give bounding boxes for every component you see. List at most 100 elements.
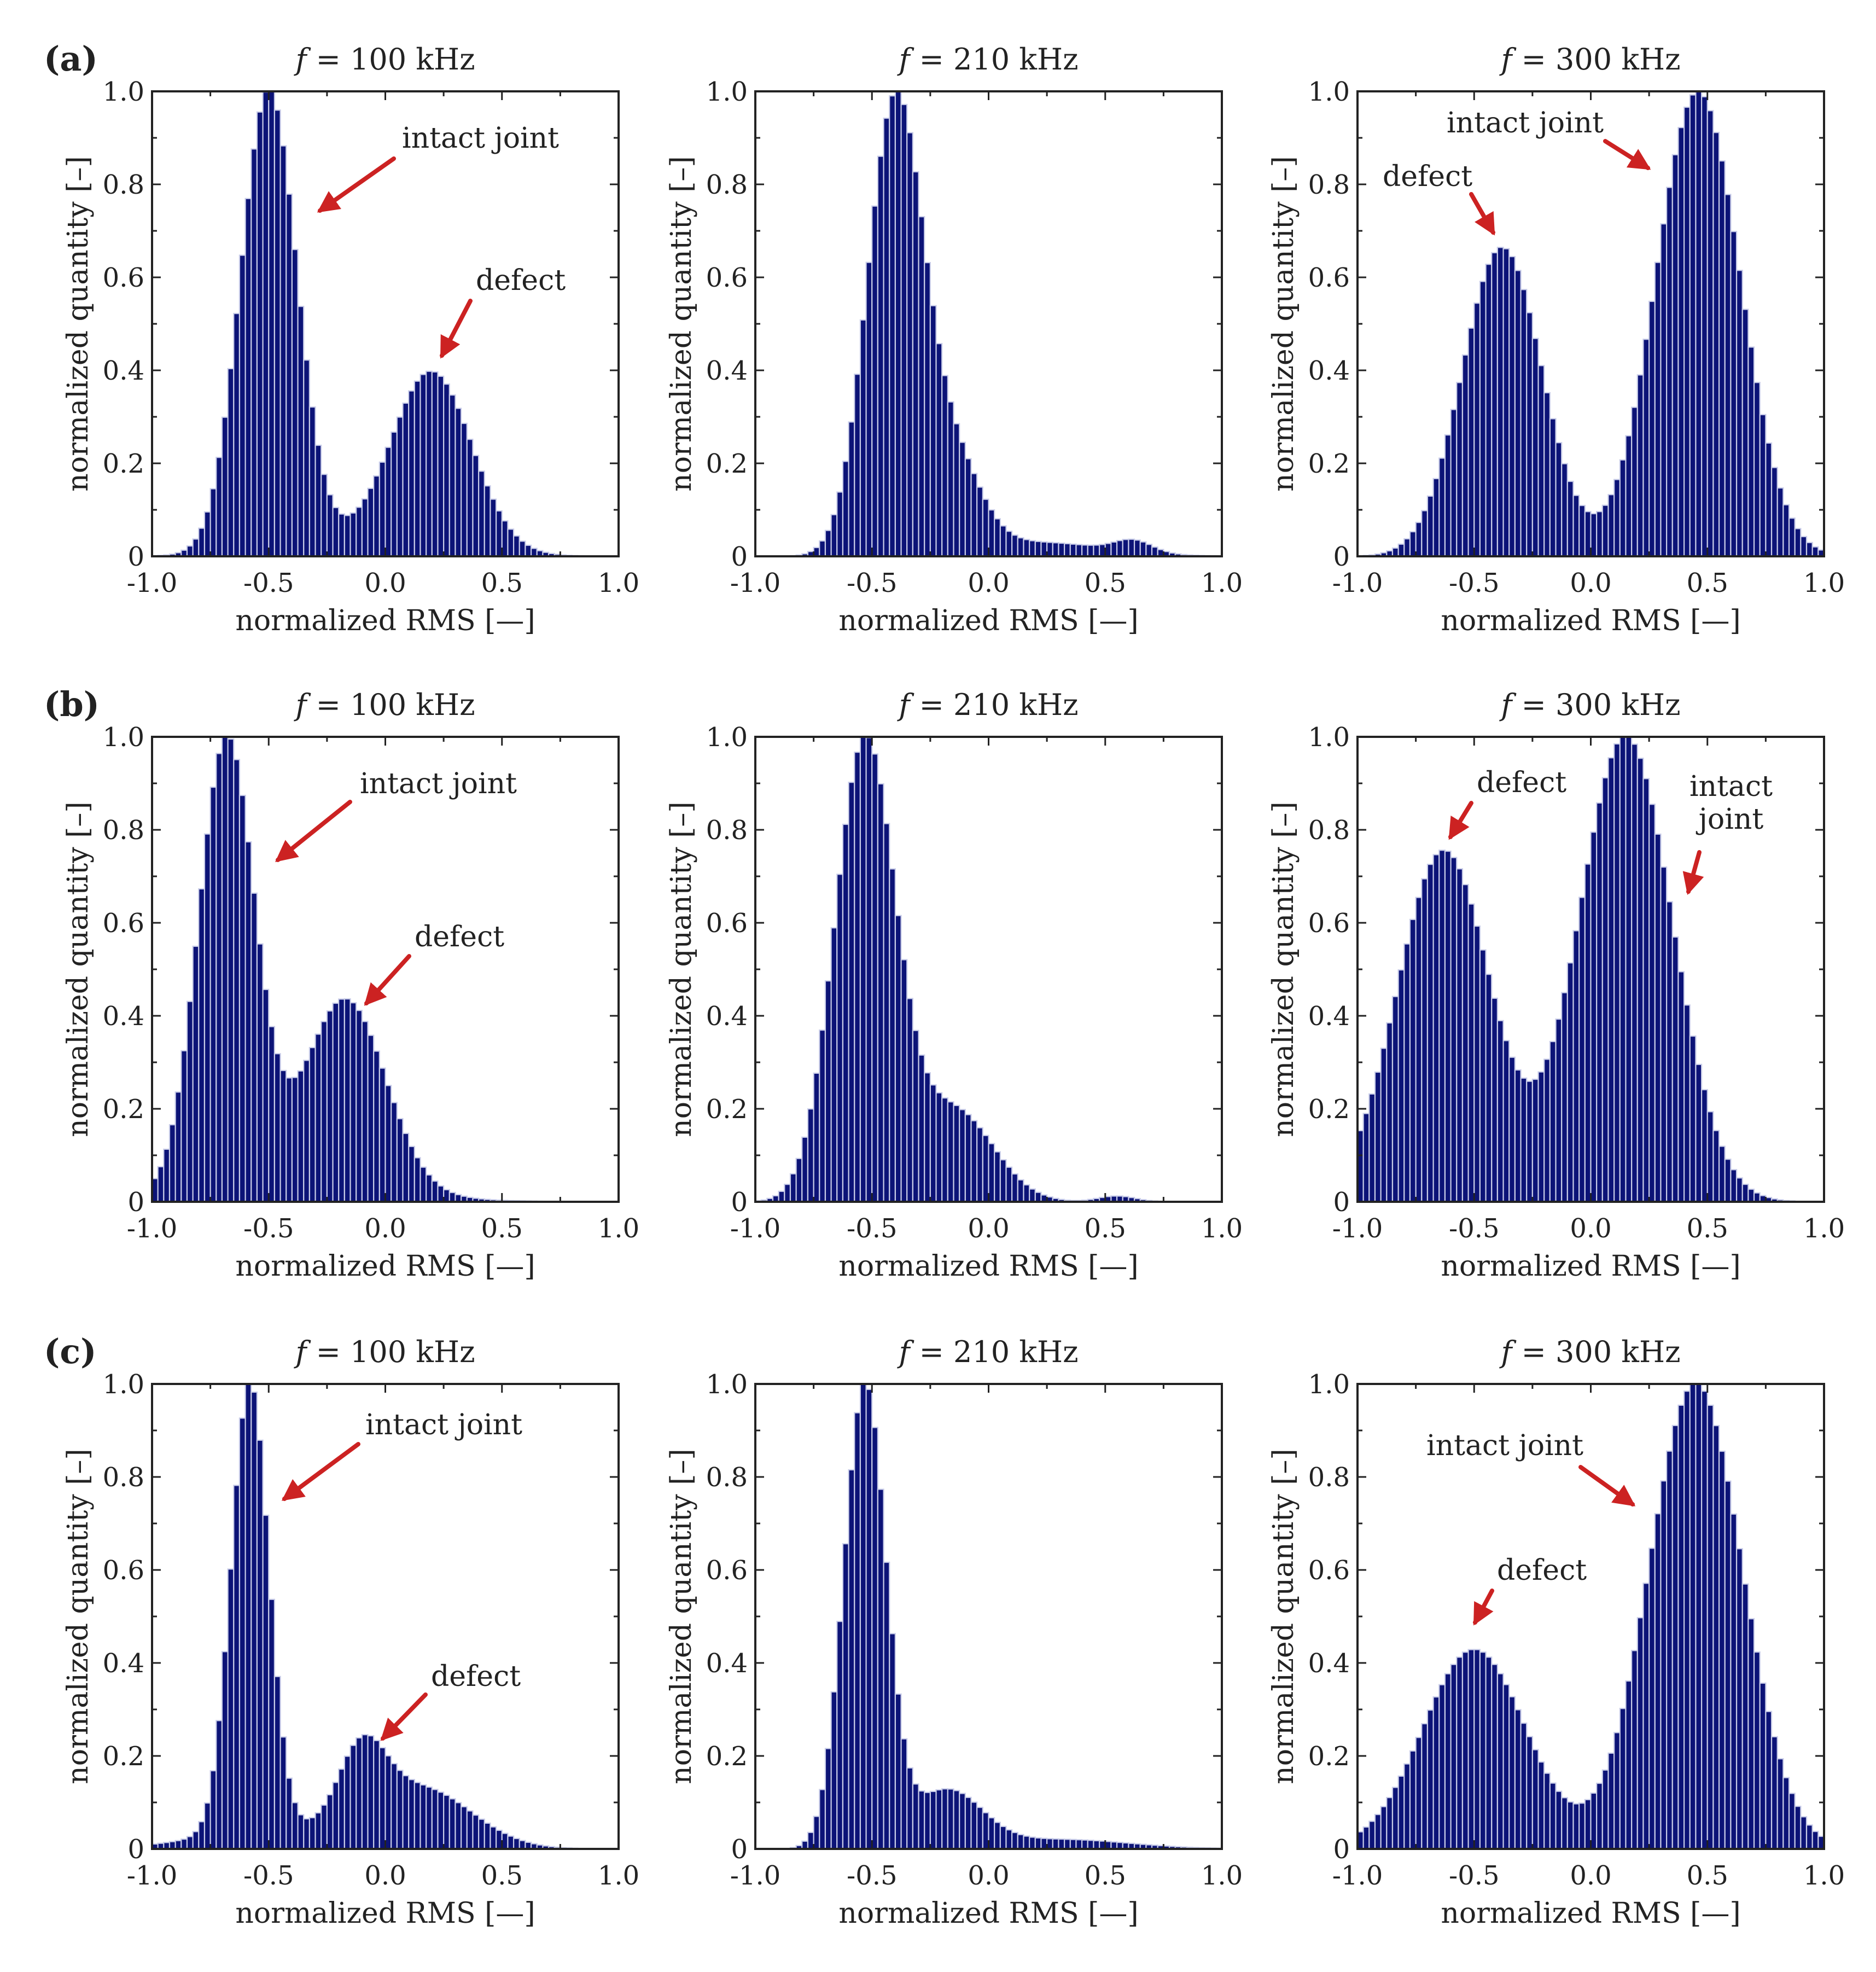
- chart-c-2: -1.0 -0.5 0.0 0.5 1.0 0 0.2 0.4 0.6 0.8 1.0 normali…: [665, 1335, 1243, 1930]
- histogram-bar: [221, 736, 229, 1203]
- histogram-bar: [466, 1810, 474, 1850]
- histogram-bar: [859, 736, 867, 1203]
- histogram-bar: [842, 823, 849, 1203]
- histogram-bar: [461, 1806, 468, 1850]
- y-tick-label: 1.0: [103, 1369, 144, 1400]
- histogram-bar: [356, 1010, 363, 1203]
- histogram-bar: [830, 927, 838, 1203]
- histogram-bar: [1700, 1089, 1708, 1203]
- histogram-bar: [1380, 1048, 1388, 1203]
- histogram-bar: [1671, 936, 1679, 1203]
- histogram-bar: [1034, 1837, 1042, 1850]
- annotation-arrow: [440, 299, 473, 359]
- histogram-bar: [233, 1485, 241, 1850]
- histogram-bar: [941, 375, 948, 557]
- histogram-bar: [343, 1755, 351, 1850]
- annotation-arrow: [281, 1442, 360, 1501]
- histogram-bar: [1374, 1071, 1382, 1203]
- histogram-bar: [1444, 1673, 1452, 1850]
- histogram-bar: [1520, 289, 1528, 557]
- histogram-bar: [268, 1026, 276, 1203]
- histogram-bar: [1421, 1723, 1429, 1850]
- histogram-bar: [1735, 270, 1743, 557]
- x-tick-label: -0.5: [1449, 1213, 1500, 1244]
- histogram-bar: [1508, 1696, 1516, 1850]
- histogram-bar: [437, 375, 445, 557]
- histogram-bar: [1601, 1769, 1609, 1850]
- histogram-bar: [824, 530, 832, 557]
- y-tick-label: 0.8: [706, 1462, 748, 1493]
- histogram-bar: [279, 1069, 287, 1203]
- panel-title: f = 210 kHz: [896, 42, 1078, 77]
- histogram-bar: [1730, 1513, 1738, 1850]
- histogram-bar: [291, 1802, 299, 1850]
- histogram-bar: [250, 1391, 258, 1850]
- histogram-bar: [1765, 1711, 1773, 1850]
- histogram-bar: [221, 416, 229, 557]
- histogram-bar: [918, 216, 925, 557]
- histogram-bar: [279, 1736, 287, 1850]
- x-tick-label: 0.0: [364, 568, 406, 598]
- histogram-bar: [1718, 1450, 1726, 1850]
- histogram-bar: [1438, 1684, 1446, 1850]
- histogram-bar: [1613, 743, 1621, 1203]
- histogram-bar: [1572, 495, 1580, 557]
- histogram-bar: [1566, 480, 1574, 557]
- histogram-bar: [256, 1439, 264, 1850]
- histogram-bar: [1607, 1752, 1615, 1850]
- histogram-bar: [203, 833, 211, 1203]
- histogram-bar: [1543, 1058, 1551, 1203]
- histogram-bar: [1712, 1130, 1720, 1203]
- histogram-bar: [356, 1737, 363, 1850]
- histogram-bar: [1590, 1792, 1598, 1850]
- histogram-bar: [286, 1077, 293, 1203]
- histogram-bar: [1052, 1838, 1059, 1850]
- histogram-bar: [501, 1833, 509, 1850]
- histogram-bar: [1549, 1040, 1557, 1203]
- histogram-bar: [338, 998, 345, 1203]
- histogram-bar: [192, 1831, 200, 1850]
- histogram-bar: [1104, 543, 1112, 557]
- x-axis-label: normalized RMS [—]: [1441, 604, 1740, 637]
- x-tick-label: 0.5: [481, 1860, 523, 1891]
- x-tick-label: -1.0: [1332, 1213, 1383, 1244]
- histogram-bar: [1479, 949, 1487, 1203]
- histogram-bar: [1450, 409, 1458, 557]
- histogram-bar: [209, 488, 217, 557]
- x-tick-label: -1.0: [1332, 568, 1383, 598]
- histogram-bar: [883, 823, 890, 1203]
- histogram-bar: [1075, 544, 1083, 557]
- histogram-bar: [501, 520, 509, 557]
- histogram-bar: [1619, 1708, 1627, 1850]
- histogram-bar: [859, 1383, 867, 1850]
- y-tick-label: 0.8: [103, 170, 144, 200]
- histogram-bar: [784, 1184, 791, 1203]
- annotations-a-3: intact joint defect: [1383, 107, 1651, 236]
- histogram-bar: [391, 431, 398, 557]
- histogram-bar: [1648, 804, 1656, 1203]
- histogram-bar: [877, 783, 884, 1203]
- histogram-bar: [303, 359, 310, 557]
- histogram-bar: [894, 1693, 902, 1850]
- histogram-bar: [1683, 106, 1691, 557]
- histogram-bar: [1788, 517, 1796, 557]
- annotation-label: defect: [1383, 160, 1472, 193]
- x-tick-label: 0.5: [1687, 1213, 1728, 1244]
- histogram-bar: [889, 1633, 896, 1850]
- histogram-bar: [894, 90, 902, 557]
- histogram-bar: [1415, 897, 1423, 1203]
- histogram-bar: [1747, 1188, 1755, 1203]
- histogram-bar: [1590, 513, 1598, 557]
- histogram-bar: [883, 117, 890, 557]
- histogram-bar: [1133, 539, 1141, 557]
- histogram-bar: [361, 1021, 369, 1203]
- histogram-bar: [871, 205, 879, 557]
- histogram-bar: [912, 1029, 919, 1203]
- histogram-bar: [819, 540, 826, 557]
- histogram-bar: [1671, 1424, 1679, 1850]
- histogram-bar: [490, 1826, 497, 1850]
- histogram-bar: [338, 513, 345, 557]
- histogram-bar: [1543, 392, 1551, 557]
- histogram-bar: [384, 1085, 392, 1203]
